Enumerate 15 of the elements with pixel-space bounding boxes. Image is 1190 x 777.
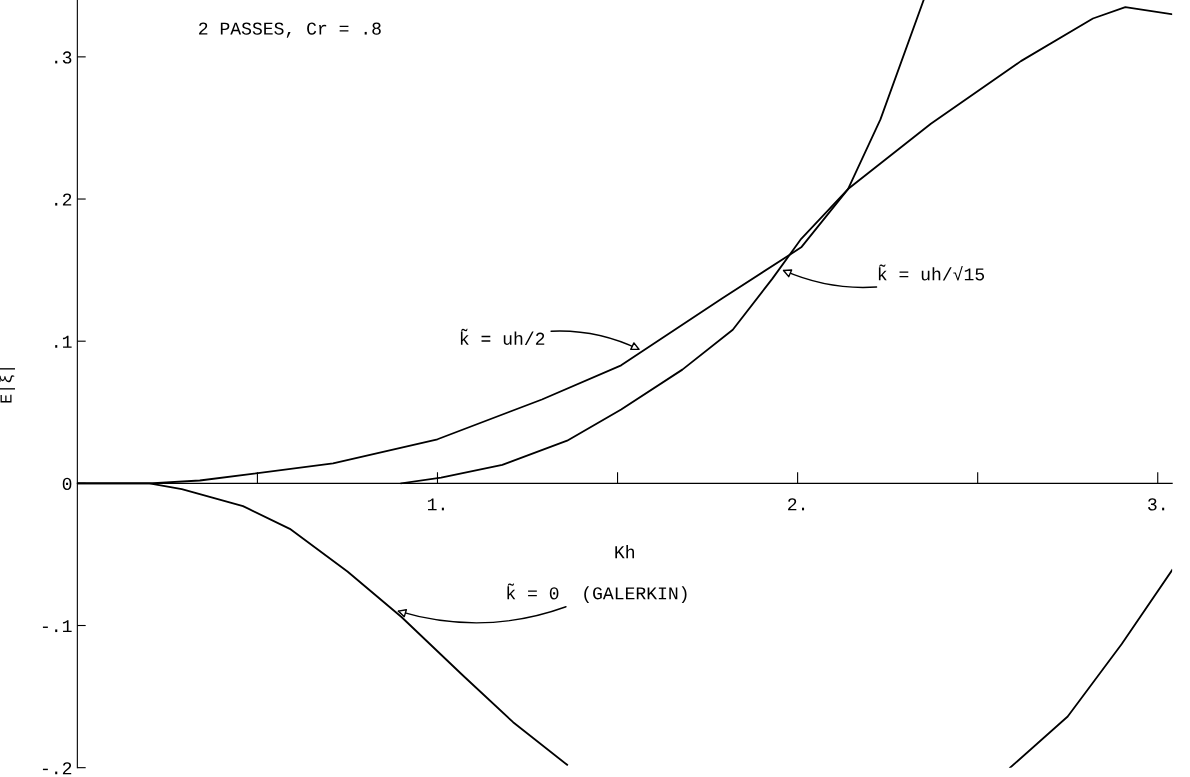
y-tick-label: -.1 (42, 620, 72, 633)
x-tick-label: 2. (788, 498, 805, 511)
y-tick-label: .3 (55, 51, 72, 64)
x-axis-title: Kh (615, 545, 634, 559)
y-axis-title: E|ξ| (0, 368, 15, 403)
y-tick-label: .2 (55, 193, 72, 206)
annotation: 2 PASSES, Cr = .8 (199, 22, 381, 38)
annotation: k̃ = uh/√15 (878, 264, 985, 281)
y-tick-label: -.2 (42, 762, 72, 775)
y-tick-label: .1 (55, 335, 72, 348)
annotation: k̃ = 0 (GALERKIN) (507, 583, 687, 604)
x-tick-label: 3. (1148, 498, 1165, 511)
y-tick-label: 0 (62, 477, 72, 491)
x-tick-label: 1. (427, 498, 444, 511)
annotation: k̃ = uh/2 (460, 328, 545, 345)
